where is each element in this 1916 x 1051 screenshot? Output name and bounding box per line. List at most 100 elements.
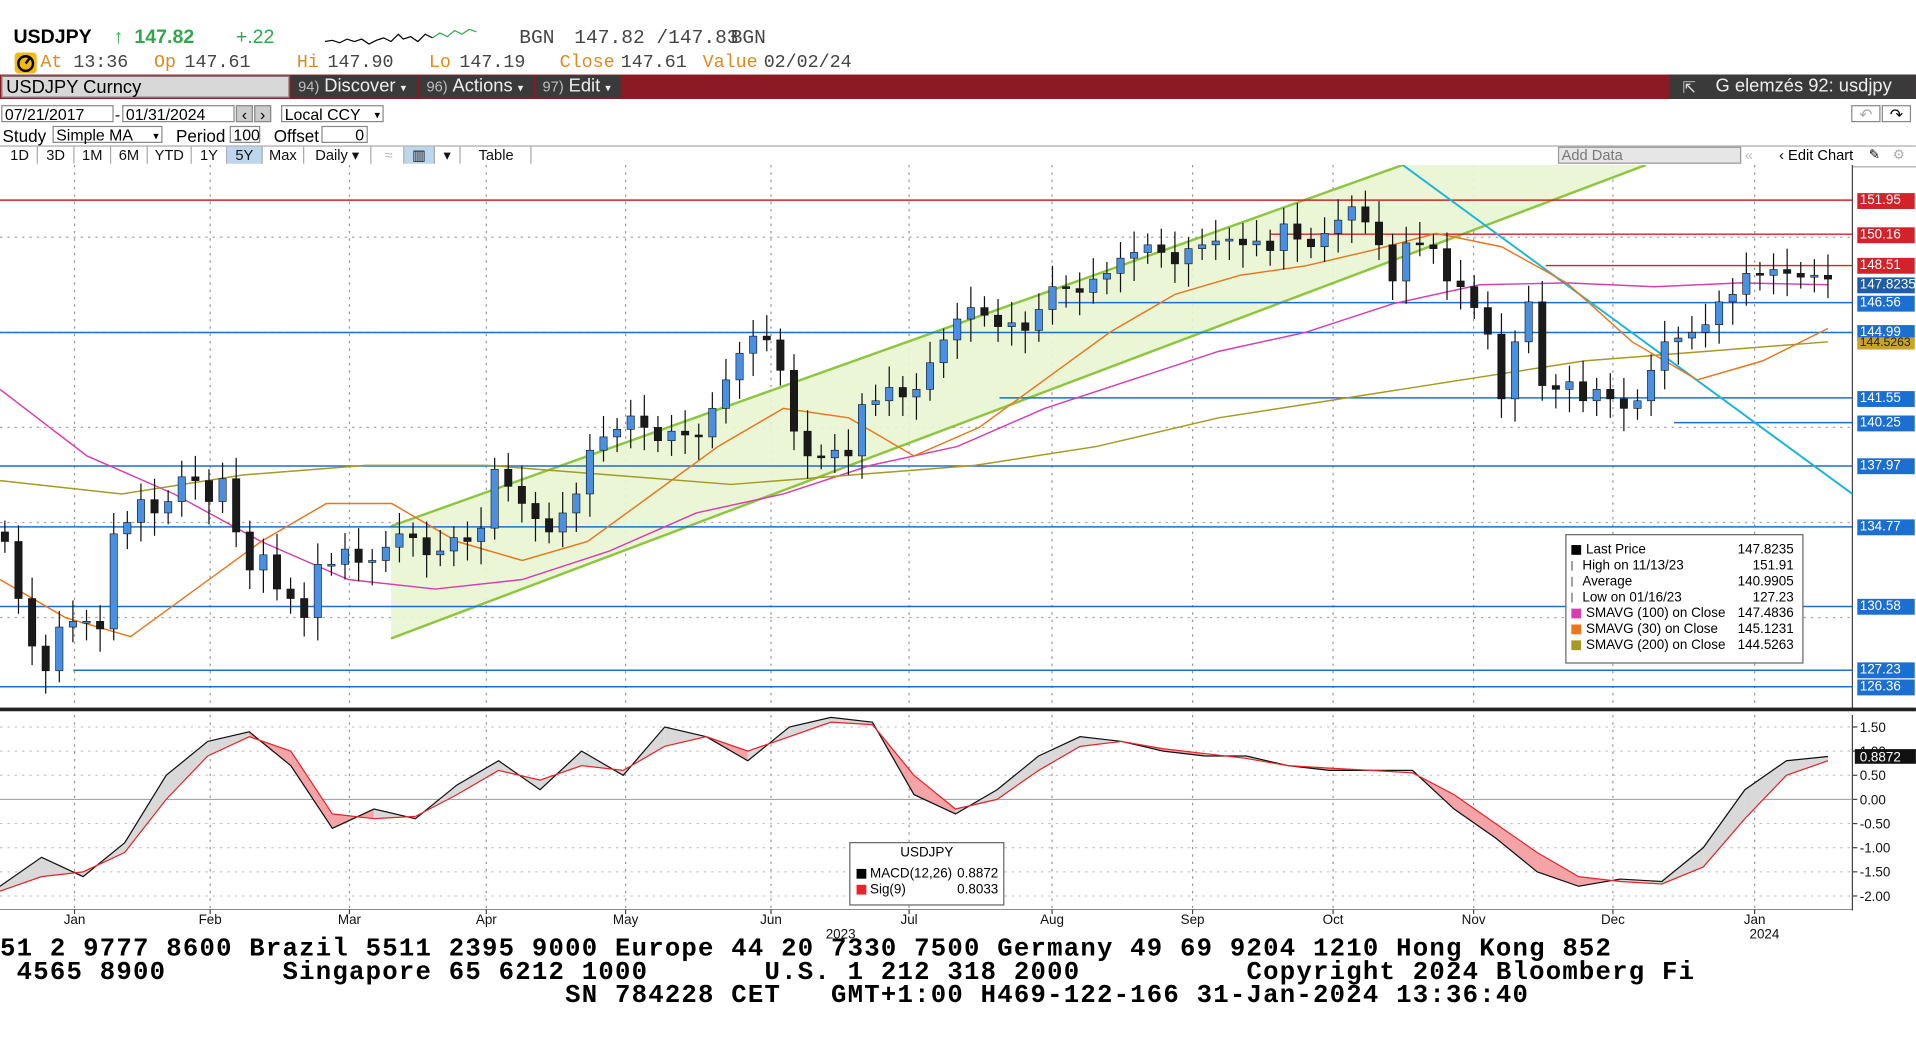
candle-body-3 <box>41 645 50 672</box>
legend-swatch-4 <box>1571 608 1582 619</box>
channel-lower-line <box>390 164 1647 640</box>
chart-type-dropdown-icon[interactable]: ▾ <box>435 146 461 164</box>
candle-body-20 <box>273 554 281 590</box>
signal-line <box>0 721 1829 892</box>
macd-legend[interactable]: USDJPY MACD(12,26) 0.8872 Sig(9) 0.8033 <box>849 842 1005 906</box>
redo-icon[interactable]: ↷ <box>1881 105 1912 123</box>
actions-label: Actions <box>452 75 513 97</box>
tab-max[interactable]: Max <box>263 146 305 164</box>
legend-swatch-6 <box>1571 640 1582 651</box>
candle-body-36 <box>490 468 499 529</box>
edit-chart-button[interactable]: ‹ Edit Chart <box>1779 146 1854 164</box>
legend-row-0[interactable]: Last Price 147.8235 <box>1571 543 1798 559</box>
study-select[interactable]: Simple MA ▾ <box>52 125 163 144</box>
macd-legend-row-1[interactable]: Sig(9) 0.8033 <box>856 882 998 898</box>
tab-ytd[interactable]: YTD <box>148 146 192 164</box>
tab-1d[interactable]: 1D <box>2 146 38 164</box>
candle-body-42 <box>572 493 581 514</box>
alert-icon[interactable] <box>14 52 37 74</box>
level-label-4: 144.99 <box>1857 325 1915 342</box>
candle-body-57 <box>776 339 785 371</box>
macd-legend-row-0[interactable]: MACD(12,26) 0.8872 <box>856 866 998 882</box>
start-date-input[interactable]: 07/21/2017 <box>1 105 114 123</box>
level-label-1: 150.16 <box>1857 226 1915 243</box>
legend-row-5[interactable]: SMAVG (30) on Close 145.1231 <box>1571 622 1798 638</box>
legend-row-1[interactable]: High on 11/13/23 151.91 <box>1571 558 1798 574</box>
legend-row-6[interactable]: SMAVG (200) on Close 144.5263 <box>1571 638 1798 654</box>
candle-body-128 <box>1742 273 1751 295</box>
candle-body-95 <box>1293 223 1302 240</box>
candle-body-98 <box>1334 219 1343 234</box>
candle-body-18 <box>245 531 254 571</box>
candle-chart-icon[interactable]: ▥ <box>404 146 435 164</box>
macd-tick-label-6: -1.50 <box>1860 865 1891 880</box>
candle-body-16 <box>218 478 227 502</box>
legend-row-2[interactable]: Average 140.9905 <box>1571 574 1798 590</box>
macd-fill-37 <box>1537 852 1579 887</box>
tab-1m[interactable]: 1M <box>75 146 112 164</box>
end-date-input[interactable]: 01/31/2024 <box>122 105 235 123</box>
next-period-button[interactable]: › <box>254 105 272 123</box>
candle-body-125 <box>1701 324 1710 333</box>
prev-period-button[interactable]: ‹ <box>235 105 253 123</box>
legend-row-4[interactable]: SMAVG (100) on Close 147.4836 <box>1571 606 1798 622</box>
legend-row-3[interactable]: Low on 01/16/23 127.23 <box>1571 590 1798 606</box>
table-button[interactable]: Table <box>462 146 532 164</box>
macd-fill-39 <box>1620 879 1662 884</box>
candle-body-118 <box>1606 389 1615 400</box>
candle-body-107 <box>1456 280 1465 287</box>
offset-input[interactable]: 0 <box>321 125 368 144</box>
period-input[interactable]: 100 <box>229 125 261 144</box>
edit-menu[interactable]: 97) Edit ▾ <box>535 75 621 98</box>
pane-separator[interactable] <box>0 707 1916 712</box>
candle-body-51 <box>694 434 703 438</box>
legend-label-5: SMAVG (30) on Close <box>1586 622 1719 637</box>
price-legend[interactable]: Last Price 147.8235 High on 11/13/23 151.91… <box>1565 534 1804 664</box>
edit-chart-icon[interactable]: ✎ <box>1868 147 1881 163</box>
legend-swatch-0 <box>1571 545 1582 555</box>
candle-body-32 <box>436 550 445 556</box>
macd-tick-label-3: 0.00 <box>1860 792 1886 807</box>
candle-body-23 <box>313 563 322 618</box>
tab-5y[interactable]: 5Y <box>227 146 263 164</box>
add-data-input[interactable]: Add Data <box>1557 146 1742 164</box>
discover-menu[interactable]: 94) Discover ▾ <box>290 75 418 98</box>
candle-body-119 <box>1619 398 1628 409</box>
collapse-icon[interactable]: « <box>1744 146 1754 164</box>
popout-icon[interactable]: ⇱ <box>1682 78 1696 97</box>
price-chart[interactable] <box>0 164 1916 709</box>
security-input[interactable]: USDJPY Curncy <box>1 75 290 98</box>
macd-chart[interactable]: 1.501.000.500.00-0.50-1.00-1.50-2.000.88… <box>0 714 1916 911</box>
x-month-label-2: Mar <box>338 912 362 927</box>
currency-select[interactable]: Local CCY ▾ <box>281 105 384 123</box>
candle-body-5 <box>68 621 77 628</box>
level-label-5: 141.55 <box>1857 390 1915 407</box>
candle-body-100 <box>1361 206 1370 223</box>
candle-body-102 <box>1388 244 1397 282</box>
candle-body-106 <box>1443 248 1451 282</box>
candle-body-85 <box>1157 244 1166 253</box>
macd-legend-label-1: Sig(9) <box>869 882 906 898</box>
candle-body-71 <box>966 307 975 320</box>
tab-6m[interactable]: 6M <box>111 146 148 164</box>
candle-body-59 <box>803 430 812 457</box>
candle-body-30 <box>409 533 418 538</box>
candle-body-77 <box>1048 286 1057 310</box>
settings-gear-icon[interactable]: ⚙ <box>1892 147 1905 163</box>
actions-menu[interactable]: 96) Actions ▾ <box>419 75 534 98</box>
candle-body-46 <box>626 415 635 430</box>
tab-1y[interactable]: 1Y <box>192 146 228 164</box>
undo-icon[interactable]: ↶ <box>1851 105 1881 123</box>
tab-3d[interactable]: 3D <box>38 146 75 164</box>
candle-body-104 <box>1415 242 1424 246</box>
candle-body-89 <box>1211 240 1220 246</box>
frequency-select[interactable]: Daily ▾ <box>304 146 372 164</box>
macd-fill-41 <box>1703 789 1745 868</box>
candle-body-92 <box>1252 240 1261 246</box>
line-chart-icon[interactable]: ≈ <box>374 146 405 164</box>
x-month-label-12: Jan <box>1744 912 1766 927</box>
candle-body-80 <box>1089 278 1098 293</box>
candle-body-96 <box>1306 238 1315 248</box>
low-value: 147.19 <box>459 52 526 74</box>
candle-body-94 <box>1279 223 1288 251</box>
